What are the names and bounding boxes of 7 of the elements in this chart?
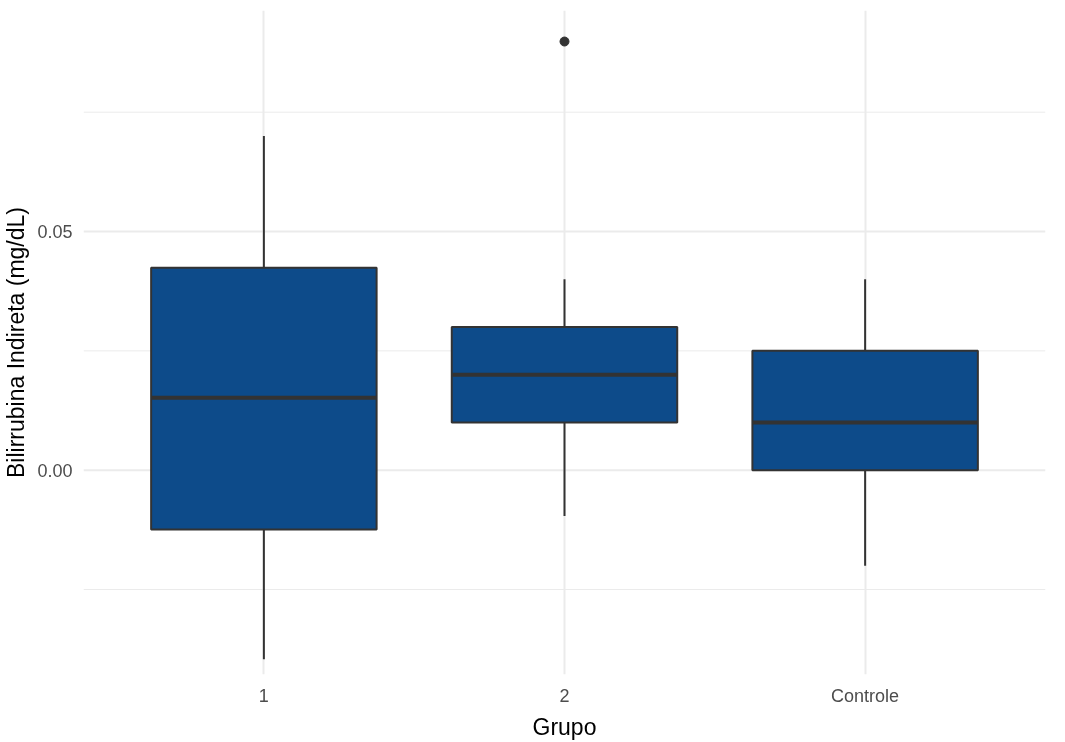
x-tick-label: 2 bbox=[559, 685, 570, 706]
y-tick-label: 0.05 bbox=[37, 222, 73, 243]
x-tick-label: Controle bbox=[831, 685, 900, 706]
y-axis-title: Bilirrubina Indireta (mg/dL) bbox=[3, 206, 30, 478]
x-tick-label: 1 bbox=[258, 685, 269, 706]
y-tick-label: 0.00 bbox=[37, 460, 73, 481]
x-axis-title: Grupo bbox=[532, 713, 597, 740]
